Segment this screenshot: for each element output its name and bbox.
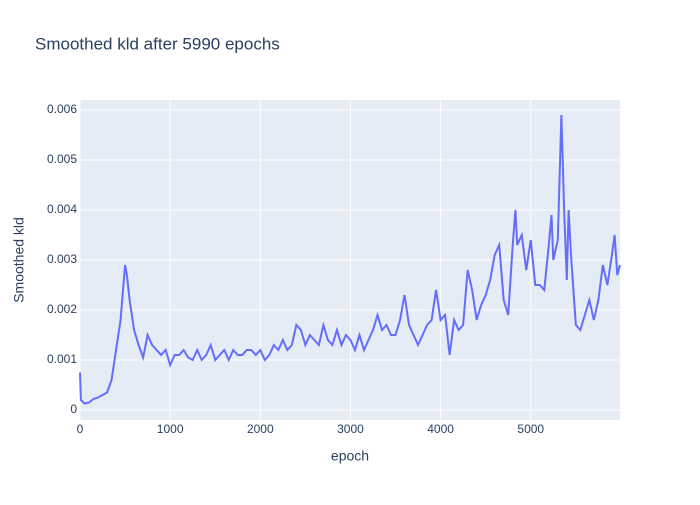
data-line [79, 114, 621, 405]
x-tick-label: 0 [77, 422, 84, 436]
y-axis-title: Smoothed kld [11, 217, 27, 303]
y-tick-label: 0.004 [47, 202, 77, 216]
y-tick-label: 0.001 [47, 352, 77, 366]
x-axis-title: epoch [331, 448, 369, 464]
x-tick-label: 1000 [157, 422, 184, 436]
x-tick-label: 5000 [517, 422, 544, 436]
y-tick-label: 0.003 [47, 252, 77, 266]
y-tick-label: 0 [70, 402, 77, 416]
x-tick-label: 2000 [247, 422, 274, 436]
y-tick-label: 0.002 [47, 302, 77, 316]
y-tick-label: 0.006 [47, 102, 77, 116]
x-tick-label: 4000 [427, 422, 454, 436]
x-tick-label: 3000 [337, 422, 364, 436]
y-tick-label: 0.005 [47, 152, 77, 166]
chart-title: Smoothed kld after 5990 epochs [35, 34, 280, 53]
